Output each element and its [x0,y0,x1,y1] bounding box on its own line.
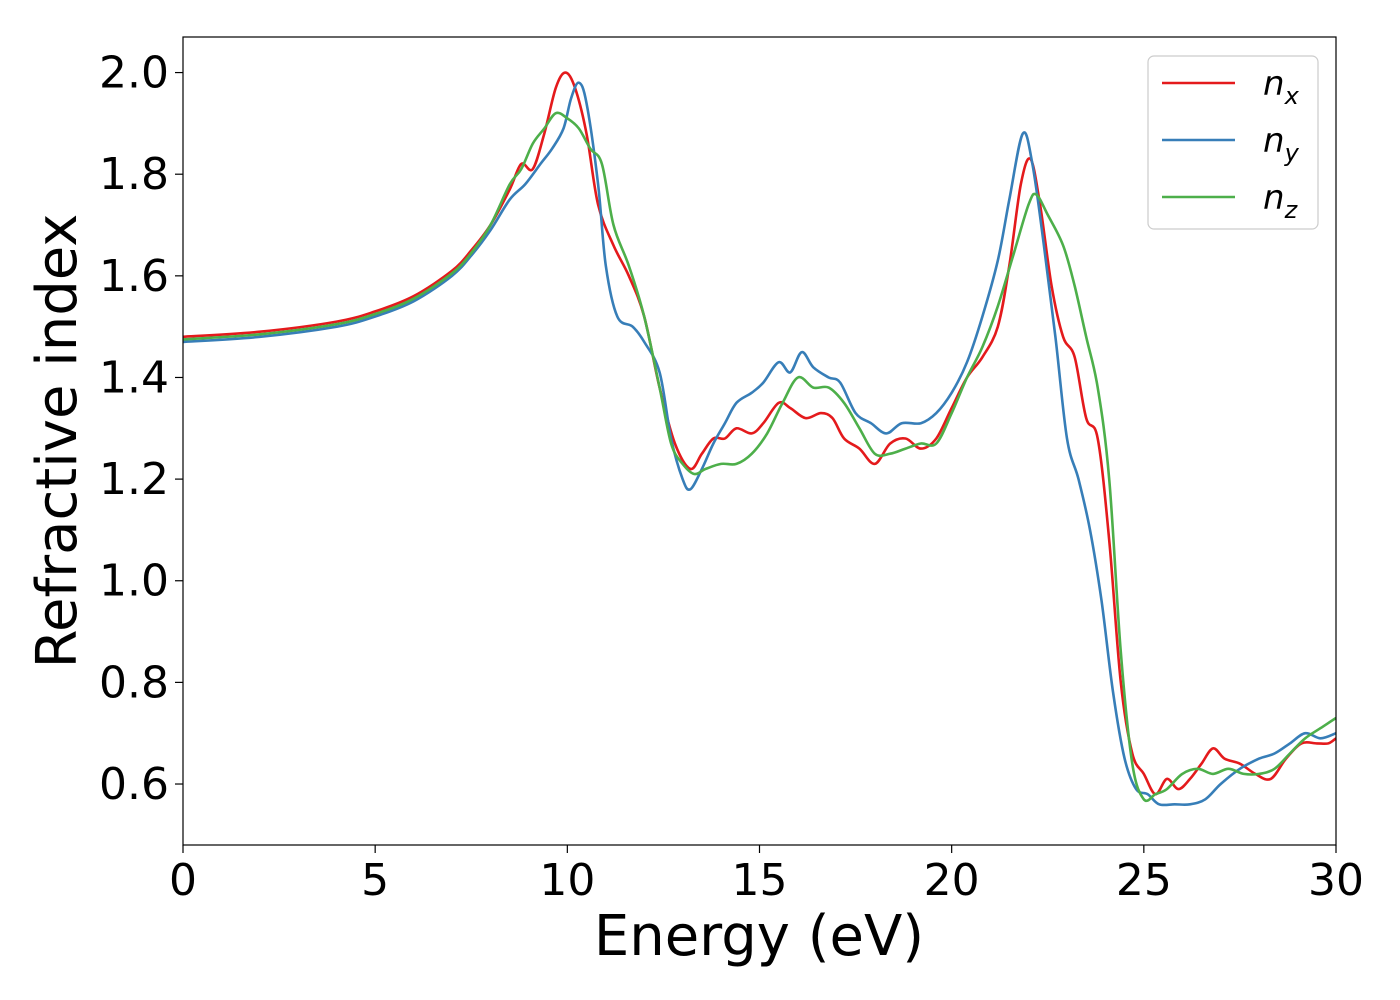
x-tick-label: 30 [1308,855,1364,906]
y-tick-label: 1.4 [99,352,169,403]
y-axis-title: Refractive index [25,214,90,669]
y-tick-label: 0.8 [99,657,169,708]
series-line-y [182,81,1337,807]
y-tick-label: 2.0 [99,48,169,99]
x-axis-title: Energy (eV) [594,904,924,969]
x-tick-label: 15 [732,855,788,906]
x-tick-label: 0 [169,855,197,906]
legend-subscript: x [1284,82,1300,110]
legend-subscript: y [1284,139,1300,167]
legend-box [1147,55,1319,230]
y-tick-label: 0.6 [99,759,169,810]
y-tick-label: 1.0 [99,556,169,607]
x-tick-label: 20 [924,855,980,906]
x-tick-label: 25 [1116,855,1172,906]
x-tick-label: 5 [361,855,389,906]
series-line-x [182,71,1337,796]
x-ticks: 0 5 10 15 20 25 30 [169,845,1364,906]
legend-subscript: z [1284,196,1299,224]
x-tick-label: 10 [539,855,595,906]
y-tick-label: 1.8 [99,149,169,200]
series-line-z [182,111,1337,803]
series-layer [182,71,1337,807]
y-tick-label: 1.2 [99,454,169,505]
y-ticks: 0.6 0.8 1.0 1.2 1.4 1.6 1.8 2.0 [99,48,183,810]
y-tick-label: 1.6 [99,251,169,302]
